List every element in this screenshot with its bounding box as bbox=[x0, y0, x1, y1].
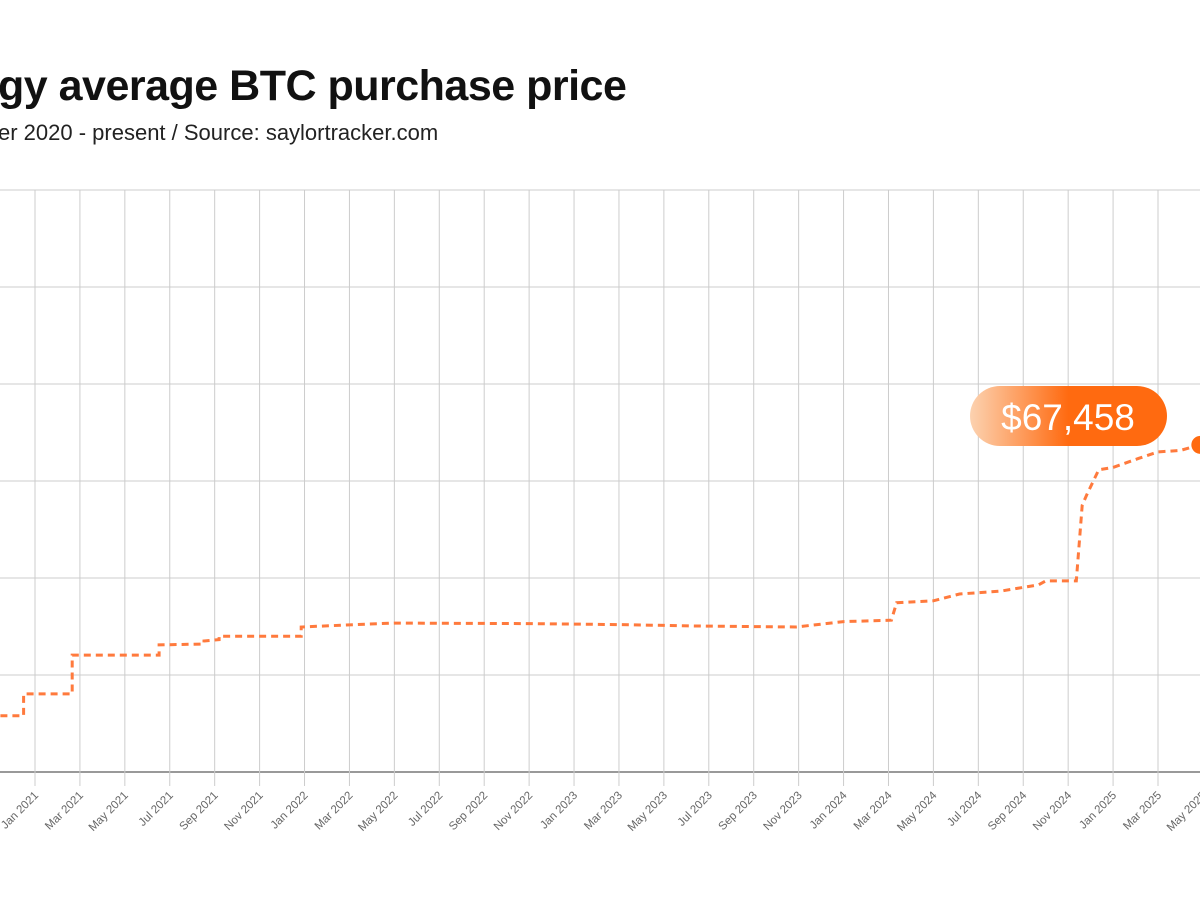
x-tick-label: Mar 2022 bbox=[313, 790, 356, 833]
x-tick-label: May 2023 bbox=[626, 790, 670, 834]
x-tick-label: Mar 2025 bbox=[1121, 790, 1164, 833]
x-tick-label: Mar 2024 bbox=[852, 789, 895, 832]
x-tick-label: May 2024 bbox=[895, 789, 940, 834]
x-tick-label: Nov 2024 bbox=[1031, 789, 1075, 833]
x-tick-label: Nov 2023 bbox=[761, 790, 804, 833]
x-tick-label: May 2025 bbox=[1165, 790, 1200, 834]
x-tick-label: Jul 2024 bbox=[945, 789, 985, 829]
x-tick-label: Jan 2025 bbox=[1077, 790, 1119, 832]
value-badge: $67,458 bbox=[970, 386, 1167, 446]
x-tick-label: Mar 2021 bbox=[43, 790, 86, 833]
chart-title: gy average BTC purchase price bbox=[0, 62, 627, 110]
x-tick-label: Sep 2021 bbox=[177, 790, 220, 833]
x-tick-label: Sep 2024 bbox=[986, 789, 1030, 833]
x-tick-label: Jan 2023 bbox=[538, 790, 580, 832]
x-tick-label: Sep 2023 bbox=[717, 790, 760, 833]
x-tick-label: Jul 2022 bbox=[406, 790, 445, 829]
chart-subtitle: er 2020 - present / Source: saylortracke… bbox=[0, 120, 439, 145]
value-badge-label: $67,458 bbox=[1001, 397, 1135, 438]
x-tick-label: Jan 2022 bbox=[269, 790, 311, 832]
x-tick-label: Jul 2021 bbox=[137, 790, 176, 829]
x-tick-label: Mar 2023 bbox=[582, 790, 625, 833]
last-point-marker bbox=[1191, 435, 1200, 454]
x-tick-label: Jul 2023 bbox=[676, 790, 715, 829]
x-tick-label: Jan 2024 bbox=[808, 789, 850, 831]
x-tick-label: May 2021 bbox=[87, 790, 131, 834]
x-tick-label: Jan 2021 bbox=[0, 790, 41, 832]
value-badge-bg bbox=[970, 386, 1167, 446]
series-line bbox=[0, 443, 1200, 718]
x-tick-label: Nov 2021 bbox=[222, 790, 265, 833]
x-tick-label: Sep 2022 bbox=[447, 790, 490, 833]
x-tick-label: Nov 2022 bbox=[492, 790, 535, 833]
x-tick-label: May 2022 bbox=[356, 790, 400, 834]
